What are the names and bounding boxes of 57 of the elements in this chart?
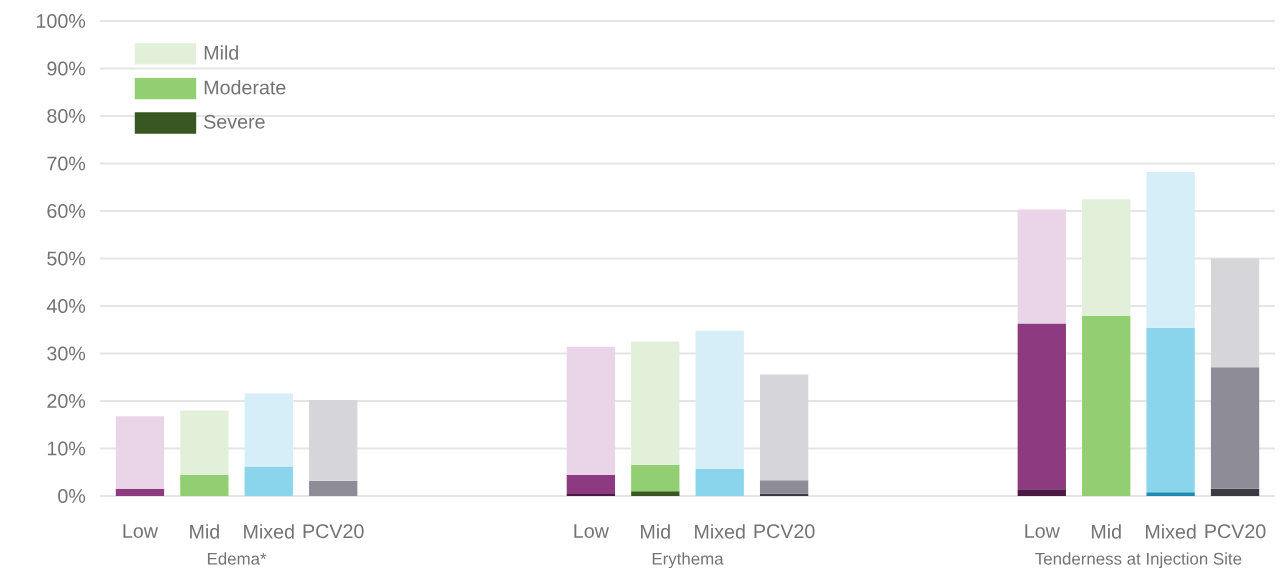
y-tick-label: 30% [47,346,86,361]
x-tick-label: Mid [1091,524,1121,539]
bar [1017,323,1066,490]
text: Erythema [652,552,724,569]
bar [631,491,680,496]
x-tick-label: Mid [641,524,670,539]
bar [759,374,809,481]
bar [1210,367,1260,489]
bar [695,468,744,496]
x-tick-label: PCV20 [1205,524,1266,539]
bar [115,416,165,489]
bar [1082,315,1131,496]
y-tick-label: 90% [47,61,86,76]
bar [1146,172,1195,328]
legend-label: Moderate [204,79,286,95]
bar [631,341,680,465]
x-tick-label: Mixed [695,524,745,539]
y-tick-label: 20% [47,394,86,408]
x-tick-label: Low [123,524,159,538]
text: Edema* [207,552,267,565]
bar [1082,199,1131,316]
bar [631,464,680,492]
legend-label: Mild [204,45,239,60]
y-tick-label: 50% [47,251,86,266]
x-tick-label: Low [1025,524,1060,538]
bar [309,480,358,496]
bar [1017,489,1066,496]
bar [244,393,293,467]
bar [759,480,809,494]
y-tick-label: 70% [47,156,86,171]
text: Tenderness at Injection Site [1035,552,1242,569]
x-tick-label: PCV20 [754,524,815,539]
x-tick-label: Mid [190,524,219,539]
bar [1146,327,1195,493]
y-tick-label: 80% [47,109,86,123]
bar [244,466,293,496]
y-tick-label: 10% [47,441,86,456]
bar [695,330,744,469]
bar [1210,258,1260,368]
bar [309,400,358,481]
bar [1210,488,1260,496]
x-tick-label: Mixed [244,524,294,539]
y-tick-label: 0% [58,489,86,503]
bar [1146,492,1195,496]
x-tick-label: Low [574,524,609,538]
bar [1017,209,1066,324]
y-tick-label: 100% [36,14,86,28]
bar [180,474,229,496]
bar [566,475,616,495]
x-tick-label: PCV20 [303,524,364,539]
x-tick-label: Mixed [1145,524,1196,539]
bar [180,410,229,475]
bar [115,488,165,496]
y-tick-label: 60% [47,204,86,218]
bar [566,346,616,476]
legend-label: Severe [204,114,265,129]
y-tick-label: 40% [46,299,86,313]
